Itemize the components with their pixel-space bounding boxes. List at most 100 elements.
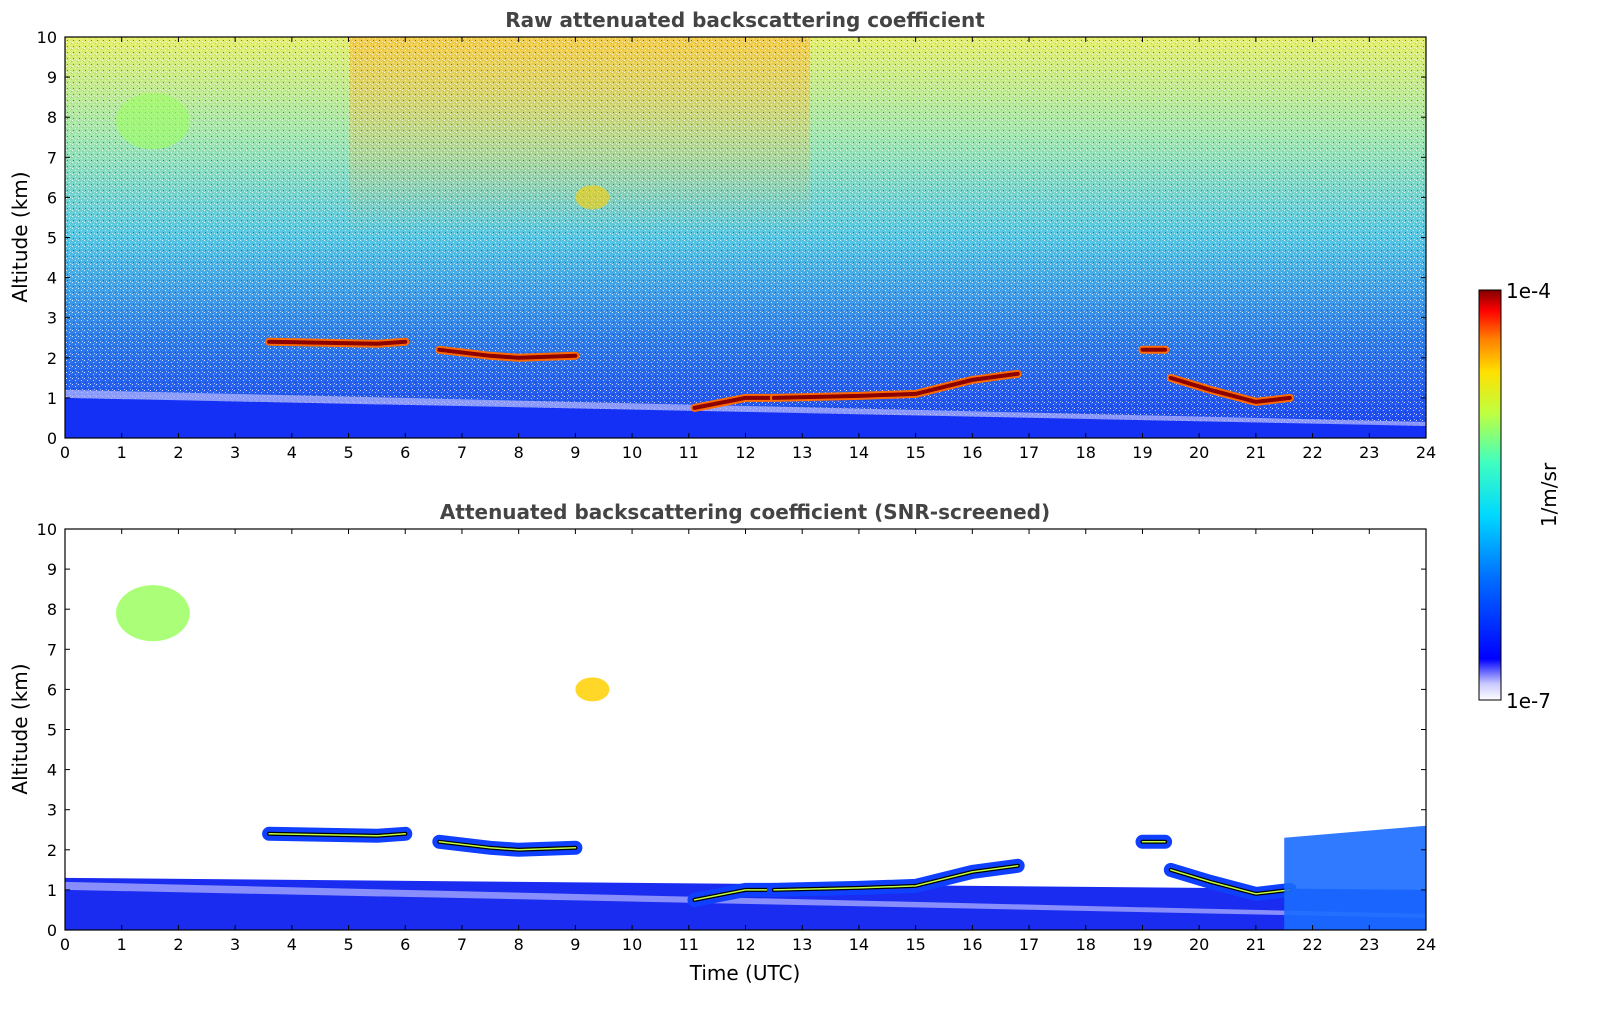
y-tick-label: 1: [47, 881, 57, 900]
x-tick-label: 4: [287, 935, 297, 954]
y-tick-label: 7: [47, 640, 57, 659]
x-tick-label: 12: [735, 443, 755, 462]
panel-raw: Raw attenuated backscattering coefficien…: [8, 8, 1436, 462]
x-tick-label: 0: [60, 935, 70, 954]
x-tick-label: 14: [849, 935, 869, 954]
colorbar-gradient: [1478, 289, 1502, 701]
x-tick-label: 5: [343, 443, 353, 462]
x-tick-label: 13: [792, 935, 812, 954]
x-tick-label: 6: [400, 935, 410, 954]
x-tick-label: 21: [1246, 935, 1266, 954]
y-tick-label: 4: [47, 269, 57, 288]
colorbar-bottom-label: 1e-7: [1506, 689, 1551, 713]
x-tick-label: 6: [400, 443, 410, 462]
y-tick-label: 9: [47, 560, 57, 579]
cirrus-cloud: [575, 185, 610, 210]
x-tick-label: 8: [514, 443, 524, 462]
x-tick-label: 11: [679, 443, 699, 462]
y-tick-label: 9: [47, 68, 57, 87]
x-tick-label: 1: [117, 443, 127, 462]
panel-raw-ylabel: Altitude (km): [8, 171, 32, 302]
x-tick-label: 16: [962, 443, 982, 462]
x-tick-label: 5: [343, 935, 353, 954]
cloud-layer: [771, 371, 1020, 400]
y-tick-label: 1: [47, 389, 57, 408]
x-tick-label: 18: [1076, 935, 1096, 954]
x-tick-label: 12: [735, 935, 755, 954]
y-tick-label: 6: [47, 680, 57, 699]
x-tick-label: 10: [622, 935, 642, 954]
x-tick-label: 20: [1189, 443, 1209, 462]
x-tick-label: 11: [679, 935, 699, 954]
cloud-layer: [1168, 375, 1292, 404]
y-tick-label: 3: [47, 801, 57, 820]
cloud-edge: [268, 833, 407, 837]
x-tick-label: 23: [1359, 443, 1379, 462]
x-tick-label: 16: [962, 935, 982, 954]
x-tick-label: 18: [1076, 443, 1096, 462]
cloud-layer: [692, 395, 776, 410]
y-tick-label: 0: [47, 921, 57, 940]
raw-noise: [65, 37, 1426, 438]
x-tick-label: 13: [792, 443, 812, 462]
cloud-layer: [437, 347, 578, 360]
x-tick-label: 1: [117, 935, 127, 954]
panel-screened: Attenuated backscattering coefficient (S…: [8, 500, 1436, 985]
panel-raw-axes: 0 1 2 3 4 5 6 7 8 9 10 11 12 13 14 15 16 17 18 19 20 21 22 23 24…: [37, 28, 1437, 462]
cirrus-cloud: [575, 677, 610, 702]
x-tick-label: 23: [1359, 935, 1379, 954]
boundary-layer-top: [65, 389, 1426, 426]
x-tick-label: 7: [457, 935, 467, 954]
x-tick-label: 21: [1246, 443, 1266, 462]
y-tick-label: 3: [47, 309, 57, 328]
y-tick-label: 2: [47, 841, 57, 860]
y-tick-label: 6: [47, 188, 57, 207]
colorbar-unit-label: 1/m/sr: [1537, 462, 1561, 527]
y-tick-label: 2: [47, 349, 57, 368]
screened-aerosol-region: [1284, 825, 1426, 930]
panel-screened-ylabel: Altitude (km): [8, 663, 32, 794]
x-tick-label: 7: [457, 443, 467, 462]
x-tick-label: 2: [173, 443, 183, 462]
x-tick-label: 4: [287, 443, 297, 462]
cloud-edge: [1170, 869, 1291, 895]
x-tick-label: 22: [1302, 935, 1322, 954]
panel-raw-title: Raw attenuated backscattering coefficien…: [505, 8, 985, 32]
y-tick-label: 5: [47, 229, 57, 248]
y-tick-label: 5: [47, 721, 57, 740]
raw-heatmap: [65, 37, 1426, 438]
cloud-edge: [438, 841, 577, 851]
raw-features: [65, 93, 1426, 438]
panel-screened-title: Attenuated backscattering coefficient (S…: [440, 500, 1050, 524]
y-tick-label: 10: [37, 520, 57, 539]
x-tick-label: 24: [1416, 935, 1436, 954]
x-tick-label: 22: [1302, 443, 1322, 462]
x-tick-label: 10: [622, 443, 642, 462]
x-tick-label: 20: [1189, 935, 1209, 954]
screened-heatmap: [65, 529, 1426, 930]
y-tick-label: 10: [37, 28, 57, 47]
boundary-layer: [65, 397, 1426, 438]
cloud-layer: [267, 339, 408, 346]
x-tick-label: 19: [1132, 443, 1152, 462]
cirrus-cloud: [116, 585, 190, 642]
y-tick-label: 8: [47, 600, 57, 619]
x-tick-label: 9: [570, 443, 580, 462]
y-tick-label: 8: [47, 108, 57, 127]
cirrus-cloud: [116, 93, 190, 150]
x-tick-label: 14: [849, 443, 869, 462]
x-tick-label: 8: [514, 935, 524, 954]
screened-background: [65, 529, 1426, 930]
x-tick-label: 3: [230, 935, 240, 954]
y-tick-label: 7: [47, 148, 57, 167]
x-tick-label: 19: [1132, 935, 1152, 954]
screened-features: [65, 585, 1426, 930]
x-tick-label: 15: [905, 443, 925, 462]
x-tick-label: 17: [1019, 935, 1039, 954]
boundary-layer-top: [65, 881, 1426, 918]
cloud-edge: [773, 865, 1019, 891]
boundary-layer: [65, 889, 1426, 930]
cloud-edge: [693, 889, 775, 901]
panel-screened-xlabel: Time (UTC): [689, 961, 801, 985]
colorbar-top-label: 1e-4: [1506, 279, 1551, 303]
